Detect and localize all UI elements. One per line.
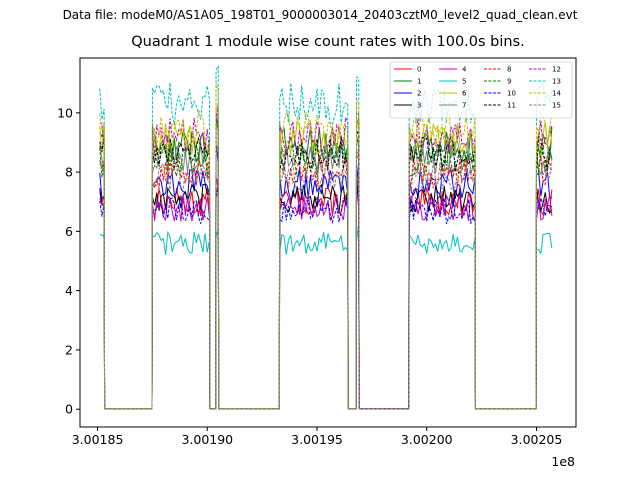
series-line-14: [99, 82, 553, 410]
plot-frame: [79, 57, 577, 428]
series-line-9: [99, 121, 553, 410]
legend-label-12: 12: [552, 66, 561, 74]
series-line-12: [99, 102, 553, 410]
legend-label-9: 9: [507, 78, 511, 86]
legend-label-11: 11: [507, 102, 516, 110]
legend-label-2: 2: [417, 90, 421, 98]
series-line-11: [99, 119, 553, 410]
y-tick-label: 6: [65, 224, 73, 239]
series-line-15: [99, 143, 553, 410]
legend-label-1: 1: [417, 78, 421, 86]
y-tick-label: 2: [65, 342, 73, 357]
legend-box: [389, 61, 573, 119]
x-axis: 3.00185 3.00190 3.00195 3.00200 3.00205: [72, 427, 563, 447]
x-tick-label: 3.00205: [511, 432, 563, 447]
legend-label-3: 3: [417, 102, 421, 110]
legend-label-4: 4: [462, 66, 467, 74]
y-tick-label: 10: [57, 105, 73, 120]
legend-label-7: 7: [462, 102, 466, 110]
x-offset-label: 1e8: [551, 454, 575, 469]
y-tick-label: 0: [65, 402, 73, 417]
series-line-5: [99, 225, 553, 410]
legend-label-8: 8: [507, 66, 511, 74]
legend-label-5: 5: [462, 78, 466, 86]
legend-label-10: 10: [507, 90, 516, 98]
x-tick-label: 3.00200: [401, 432, 453, 447]
legend-label-0: 0: [417, 66, 421, 74]
x-tick-label: 3.00190: [181, 432, 233, 447]
series-line-8: [99, 144, 553, 410]
legend-label-15: 15: [552, 102, 561, 110]
series-layer: [99, 65, 553, 410]
y-tick-label: 8: [65, 165, 73, 180]
series-line-3: [99, 178, 553, 410]
legend-label-6: 6: [462, 90, 467, 98]
legend-label-14: 14: [552, 90, 561, 98]
x-tick-label: 3.00195: [291, 432, 343, 447]
series-line-4: [99, 176, 553, 410]
x-tick-label: 3.00185: [72, 432, 124, 447]
plot-title: Quadrant 1 module wise count rates with …: [131, 34, 525, 50]
legend-label-13: 13: [552, 78, 561, 86]
y-axis: 0 2 4 6 8 10: [57, 105, 80, 417]
y-tick-label: 4: [65, 283, 73, 298]
figure-suptitle: Data file: modeM0/AS1A05_198T01_90000030…: [62, 8, 578, 22]
series-line-10: [99, 187, 553, 410]
